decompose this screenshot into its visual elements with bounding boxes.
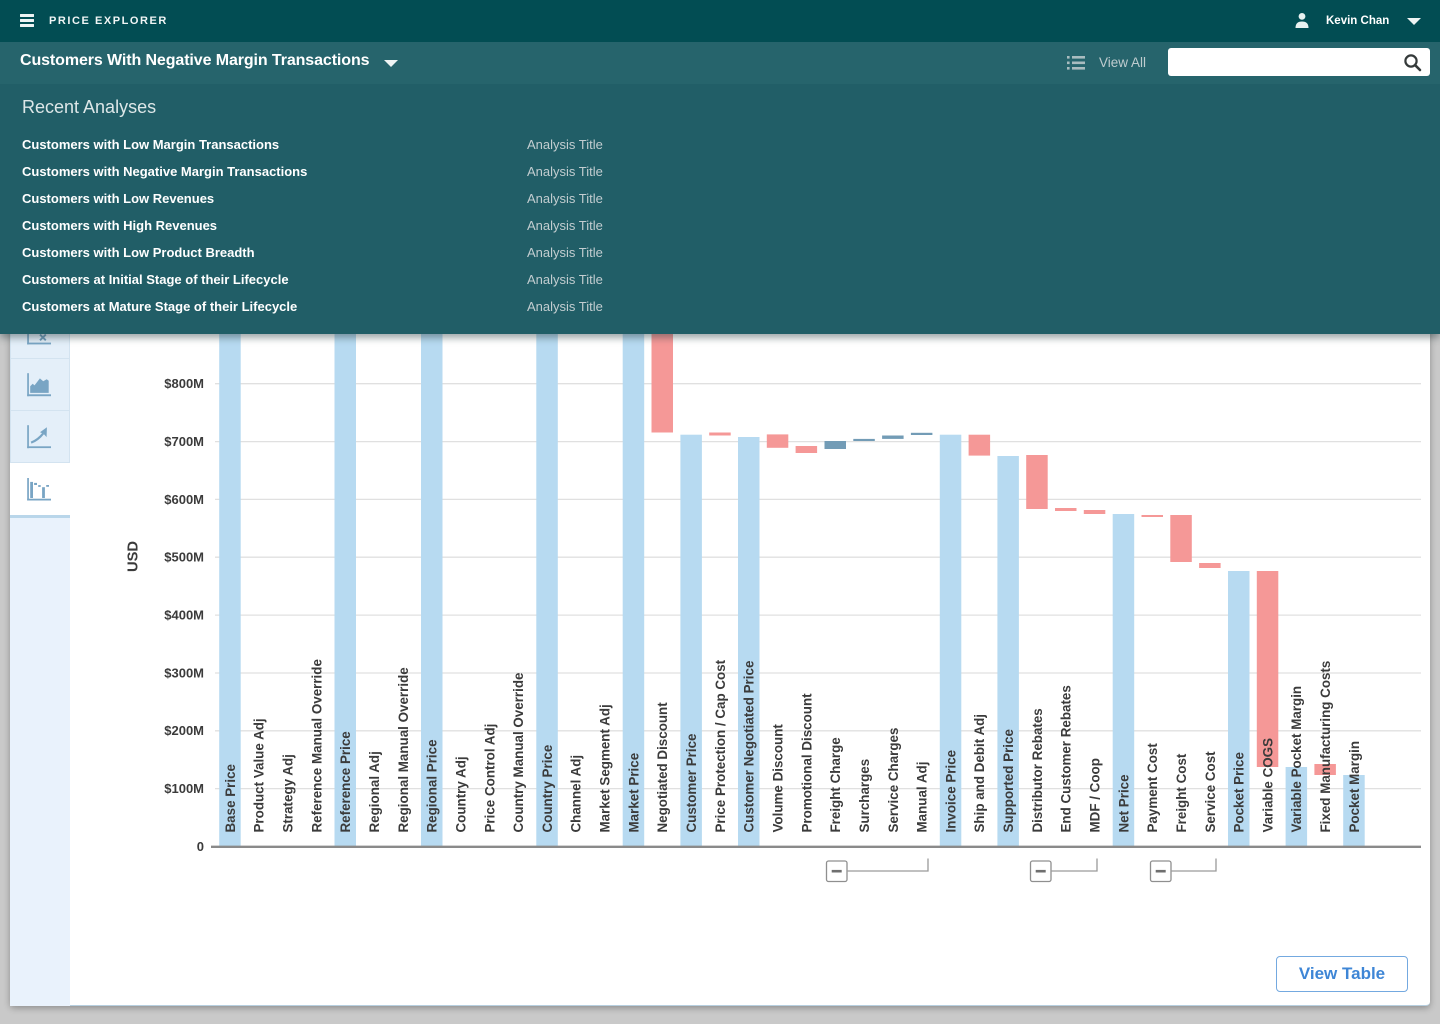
svg-text:Net Price: Net Price [1116,774,1131,832]
svg-text:Variable COGS: Variable COGS [1260,738,1275,833]
svg-text:Negotiated Discount: Negotiated Discount [655,702,670,833]
svg-text:Pocket Margin: Pocket Margin [1347,741,1362,833]
svg-text:Country Adj: Country Adj [454,756,469,832]
svg-text:Service Charges: Service Charges [886,728,901,833]
svg-text:Product Value Adj: Product Value Adj [252,718,267,832]
svg-text:$100M: $100M [164,781,204,796]
svg-text:Manual Adj: Manual Adj [915,762,930,833]
svg-text:Freight Charge: Freight Charge [828,737,843,832]
svg-text:MDF / Coop: MDF / Coop [1088,758,1103,832]
svg-text:Country Price: Country Price [540,745,555,833]
svg-text:Customer Price: Customer Price [684,734,699,833]
svg-text:Variable Pocket Margin: Variable Pocket Margin [1289,686,1304,833]
svg-text:Strategy Adj: Strategy Adj [281,754,296,832]
svg-text:Base Price: Base Price [223,764,238,833]
svg-text:Service Cost: Service Cost [1203,751,1218,833]
svg-text:Volume Discount: Volume Discount [771,724,786,833]
svg-text:Market Price: Market Price [626,753,641,833]
svg-text:Surcharges: Surcharges [857,759,872,833]
svg-text:Country Manual Override: Country Manual Override [511,673,526,833]
svg-text:$300M: $300M [164,665,204,680]
svg-text:Price Control Adj: Price Control Adj [482,724,497,833]
svg-text:$700M: $700M [164,434,204,449]
svg-text:Price Protection / Cap Cost: Price Protection / Cap Cost [713,659,728,832]
svg-text:Channel Adj: Channel Adj [569,755,584,833]
svg-text:Invoice Price: Invoice Price [943,750,958,833]
svg-text:Ship and Debit Adj: Ship and Debit Adj [972,714,987,833]
svg-text:$400M: $400M [164,608,204,623]
svg-text:Regional Adj: Regional Adj [367,751,382,832]
svg-text:0: 0 [197,839,204,854]
svg-text:Reference Price: Reference Price [338,731,353,832]
svg-text:Supported Price: Supported Price [1001,729,1016,832]
svg-text:USD: USD [126,541,142,572]
svg-text:Fixed Manufacturing Costs: Fixed Manufacturing Costs [1318,661,1333,833]
svg-text:End Customer Rebates: End Customer Rebates [1059,685,1074,832]
svg-text:Pocket Price: Pocket Price [1232,752,1247,832]
svg-text:Distributor Rebates: Distributor Rebates [1030,708,1045,832]
svg-text:Regional Manual Override: Regional Manual Override [396,667,411,832]
svg-text:$800M: $800M [164,376,204,391]
svg-text:Regional Price: Regional Price [425,739,440,832]
svg-text:Promotional Discount: Promotional Discount [799,693,814,833]
svg-text:Market Segment Adj: Market Segment Adj [598,704,613,832]
svg-text:$500M: $500M [164,550,204,565]
svg-text:Customer Negotiated Price: Customer Negotiated Price [742,661,757,833]
svg-text:Freight Cost: Freight Cost [1174,753,1189,832]
svg-text:Payment Cost: Payment Cost [1145,743,1160,833]
svg-text:$200M: $200M [164,723,204,738]
svg-text:Reference Manual Override: Reference Manual Override [309,659,324,832]
svg-text:$600M: $600M [164,492,204,507]
